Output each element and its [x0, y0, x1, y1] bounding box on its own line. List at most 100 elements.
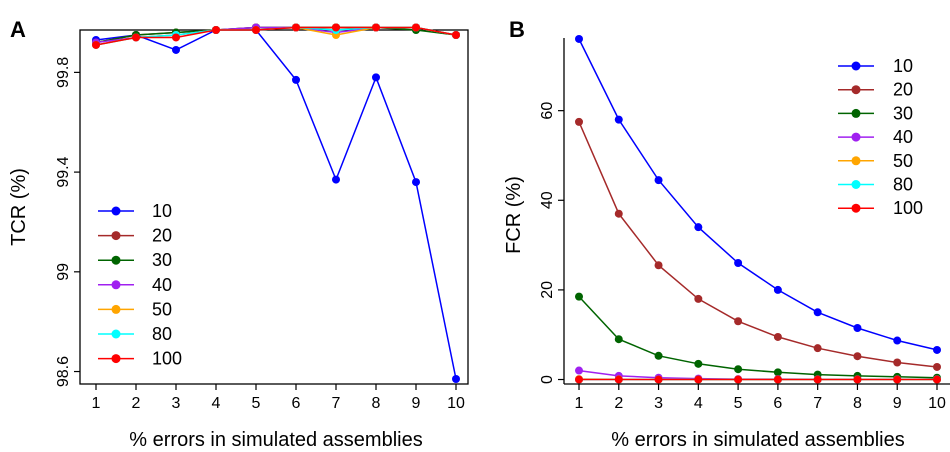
panel-letter: A — [10, 17, 26, 42]
data-point — [813, 375, 822, 384]
x-tick-label: 5 — [734, 395, 743, 412]
legend-label: 40 — [893, 127, 913, 147]
x-tick-label: 3 — [172, 395, 181, 412]
x-tick-label: 8 — [853, 395, 862, 412]
data-point — [813, 308, 822, 317]
legend-swatch-point — [111, 280, 121, 290]
y-tick-label: 20 — [539, 281, 556, 299]
data-point — [575, 366, 583, 375]
data-point — [575, 117, 583, 126]
data-point — [452, 375, 460, 384]
x-tick-label: 6 — [773, 395, 782, 412]
legend-swatch-point — [111, 255, 121, 265]
data-point — [614, 209, 623, 218]
x-tick-label: 4 — [694, 395, 703, 412]
series-line — [95, 26, 457, 46]
legend-label: 80 — [893, 175, 913, 195]
legend-label: 10 — [152, 201, 172, 221]
legend-item: 30 — [98, 250, 172, 270]
data-point — [853, 323, 862, 332]
legend-item: 20 — [838, 80, 913, 100]
x-tick-label: 6 — [292, 395, 301, 412]
legend-item: 40 — [838, 127, 913, 147]
data-point — [132, 33, 140, 42]
data-point — [734, 259, 743, 268]
data-point — [172, 45, 180, 54]
data-point — [893, 336, 902, 345]
y-tick-label: 99.8 — [55, 57, 72, 88]
x-tick-label: 10 — [928, 395, 946, 412]
data-point — [853, 352, 862, 361]
legend-swatch-point — [851, 156, 861, 166]
data-point — [734, 317, 743, 326]
legend-swatch-point — [111, 329, 121, 339]
legend-swatch-point — [111, 206, 121, 216]
x-tick-label: 9 — [412, 395, 421, 412]
data-point — [412, 23, 420, 32]
x-tick-label: 8 — [372, 395, 381, 412]
legend-label: 50 — [893, 151, 913, 171]
data-point — [734, 365, 743, 374]
legend-item: 10 — [838, 56, 913, 76]
y-tick-label: 99.4 — [55, 156, 72, 187]
data-point — [332, 175, 340, 184]
y-tick-label: 60 — [539, 102, 556, 120]
x-axis-label: % errors in simulated assemblies — [611, 429, 904, 451]
legend-item: 40 — [98, 275, 172, 295]
data-point — [853, 375, 862, 384]
data-point — [452, 30, 460, 39]
legend-swatch-point — [111, 231, 121, 241]
data-point — [933, 362, 941, 371]
data-point — [694, 294, 703, 303]
legend-swatch-point — [851, 85, 861, 95]
series-line — [578, 121, 938, 368]
legend-item: 80 — [98, 324, 172, 344]
legend-item: 30 — [838, 103, 913, 123]
x-tick-label: 5 — [252, 395, 261, 412]
legend-swatch-point — [851, 61, 861, 71]
data-point — [372, 73, 380, 82]
data-point — [575, 34, 583, 43]
y-tick-label: 98.6 — [55, 356, 72, 387]
panel-A: 1 2 3 4 5 6 7 8 9 10 98.6 99 99.4 99.8 % errors in sim… — [8, 17, 469, 451]
data-point — [614, 335, 623, 344]
data-point — [332, 23, 340, 32]
legend-label: 100 — [152, 349, 182, 369]
data-point — [614, 115, 623, 124]
y-tick-label: 0 — [539, 375, 556, 384]
data-point — [614, 375, 623, 384]
series-line — [95, 29, 457, 380]
x-tick-label: 1 — [92, 395, 101, 412]
data-point — [654, 351, 663, 360]
x-tick-label: 7 — [813, 395, 822, 412]
data-point — [813, 344, 822, 353]
panel-letter: B — [509, 17, 525, 42]
data-point — [694, 375, 703, 384]
plot-frame — [79, 29, 469, 385]
x-tick-label: 2 — [614, 395, 623, 412]
legend-label: 30 — [893, 103, 913, 123]
legend-swatch-point — [851, 203, 861, 213]
series-line — [578, 38, 938, 351]
series-30 — [575, 292, 941, 382]
x-axis-label: % errors in simulated assemblies — [129, 429, 422, 451]
x-tick-label: 1 — [575, 395, 584, 412]
legend-label: 80 — [152, 324, 172, 344]
series-100 — [575, 375, 941, 384]
data-point — [773, 368, 782, 377]
legend-swatch-point — [111, 354, 121, 364]
legend-item: 80 — [838, 175, 913, 195]
data-point — [654, 261, 663, 270]
data-point — [92, 40, 100, 49]
y-axis-label: TCR (%) — [8, 168, 30, 246]
data-point — [372, 23, 380, 32]
data-point — [292, 23, 300, 32]
data-point — [694, 223, 703, 232]
series-10 — [92, 26, 460, 384]
data-point — [575, 292, 583, 301]
x-tick-label: 3 — [654, 395, 663, 412]
data-point — [412, 178, 420, 187]
data-point — [734, 375, 743, 384]
data-point — [172, 33, 180, 42]
